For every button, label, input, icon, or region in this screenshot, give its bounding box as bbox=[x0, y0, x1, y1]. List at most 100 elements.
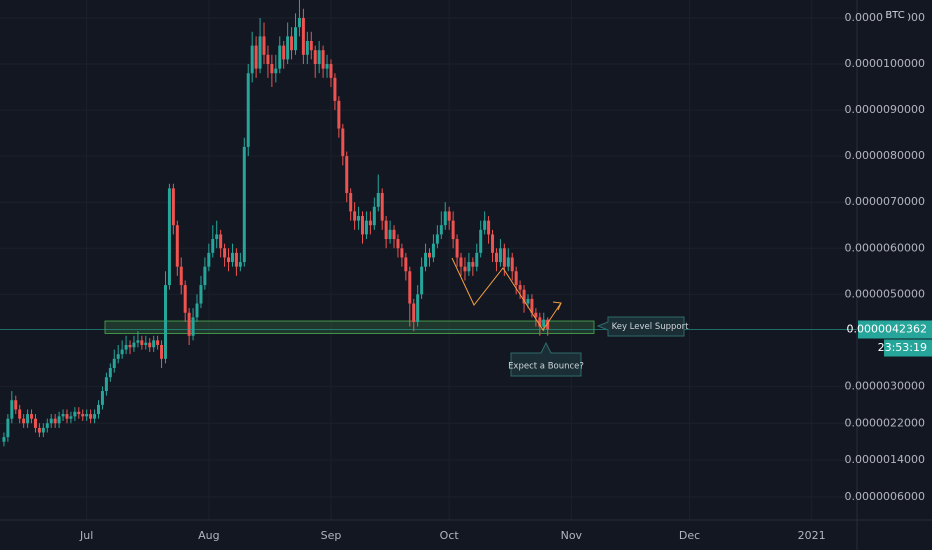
candle-body bbox=[22, 418, 26, 424]
candle-body bbox=[364, 220, 368, 235]
candle-body bbox=[132, 342, 136, 348]
candle-body bbox=[215, 234, 219, 240]
candle-body bbox=[262, 36, 266, 55]
candle-body bbox=[238, 262, 242, 267]
candle-body bbox=[341, 128, 345, 157]
candle-body bbox=[388, 229, 392, 240]
candle-body bbox=[53, 418, 57, 424]
candle-body bbox=[546, 319, 550, 330]
candle-body bbox=[424, 252, 428, 267]
annotation-box bbox=[596, 316, 685, 337]
candle-body bbox=[33, 418, 37, 428]
candle-body bbox=[171, 188, 175, 226]
pattern-arrow bbox=[552, 301, 562, 311]
candle-body bbox=[479, 229, 483, 253]
candle-body bbox=[286, 36, 290, 60]
annotation-text: Expect a Bounce? bbox=[508, 362, 584, 372]
candle-body bbox=[420, 266, 424, 295]
candle-body bbox=[518, 285, 522, 290]
candle-body bbox=[258, 36, 262, 69]
candle-body bbox=[463, 266, 467, 272]
candle-body bbox=[116, 354, 120, 359]
candle-body bbox=[475, 252, 479, 267]
candle-body bbox=[18, 409, 22, 419]
candle-body bbox=[467, 262, 471, 272]
candle-body bbox=[368, 220, 372, 226]
x-tick-label: Jul bbox=[79, 529, 93, 542]
candle-body bbox=[49, 418, 53, 424]
candle-body bbox=[471, 262, 475, 267]
candle-body bbox=[100, 391, 104, 405]
candle-body bbox=[459, 257, 463, 267]
candle-body bbox=[93, 414, 97, 419]
y-tick-label: 0.0000030000 bbox=[845, 379, 925, 392]
candle-body bbox=[431, 243, 435, 258]
candle-body bbox=[250, 45, 254, 74]
price-label-bg bbox=[858, 320, 932, 339]
y-tick-label: 0.0000100000 bbox=[845, 57, 925, 70]
candle-body bbox=[219, 234, 223, 249]
x-tick-label: 2021 bbox=[798, 529, 826, 542]
candle-body bbox=[514, 271, 518, 286]
countdown-bg bbox=[884, 339, 932, 357]
candle-body bbox=[542, 319, 546, 327]
y-tick-label: 0.0000022000 bbox=[845, 416, 925, 429]
candle-body bbox=[435, 234, 439, 244]
x-tick-label: Oct bbox=[440, 529, 460, 542]
candle-body bbox=[97, 404, 101, 415]
candle-body bbox=[483, 220, 487, 230]
candle-body bbox=[144, 342, 148, 345]
candle-body bbox=[506, 257, 510, 267]
candle-body bbox=[372, 206, 376, 226]
candle-body bbox=[187, 312, 191, 336]
candle-body bbox=[10, 400, 14, 419]
candle-body bbox=[223, 248, 227, 258]
candle-body bbox=[203, 266, 207, 286]
candle-body bbox=[45, 423, 49, 428]
candle-body bbox=[498, 248, 502, 263]
pattern-drawing bbox=[451, 257, 562, 331]
candle-body bbox=[246, 73, 250, 147]
candle-body bbox=[534, 312, 538, 318]
candle-body bbox=[530, 298, 534, 313]
y-tick-label: 0.0000006000 bbox=[845, 490, 925, 503]
candle-body bbox=[175, 225, 179, 267]
candle-body bbox=[191, 317, 195, 336]
candle-body bbox=[396, 239, 400, 249]
candle-body bbox=[30, 414, 34, 419]
price-label: 0.0000042362 bbox=[847, 322, 927, 335]
badge-bg bbox=[883, 7, 908, 23]
candle-body bbox=[89, 414, 93, 419]
candle-body bbox=[443, 211, 447, 226]
candle-body bbox=[353, 211, 357, 221]
candle-body bbox=[77, 411, 81, 415]
candle-body bbox=[152, 340, 156, 348]
candle-body bbox=[65, 414, 69, 419]
candle-body bbox=[37, 427, 41, 433]
candle-body bbox=[408, 271, 412, 304]
candle-body bbox=[282, 45, 286, 60]
candle-body bbox=[179, 266, 183, 286]
candle-body bbox=[376, 192, 380, 207]
countdown: 23:53:19 bbox=[878, 341, 927, 354]
candle-body bbox=[384, 220, 388, 240]
plot bbox=[0, 0, 857, 447]
candle-body bbox=[2, 437, 6, 442]
candle-body bbox=[124, 344, 128, 350]
candle-body bbox=[309, 40, 313, 51]
candle-body bbox=[400, 248, 404, 258]
candle-body bbox=[156, 340, 160, 345]
candle-body bbox=[69, 416, 73, 419]
candle-body bbox=[278, 45, 282, 69]
candle-body bbox=[380, 192, 384, 221]
candle-body bbox=[242, 146, 246, 263]
candle-body bbox=[104, 377, 108, 392]
candle-body bbox=[57, 416, 61, 424]
candle-body bbox=[290, 36, 294, 51]
candle-body bbox=[85, 414, 89, 417]
candle-body bbox=[538, 317, 542, 327]
candle-body bbox=[317, 50, 321, 65]
candle-body bbox=[305, 40, 309, 55]
y-tick-label: 0.0000080000 bbox=[845, 149, 925, 162]
